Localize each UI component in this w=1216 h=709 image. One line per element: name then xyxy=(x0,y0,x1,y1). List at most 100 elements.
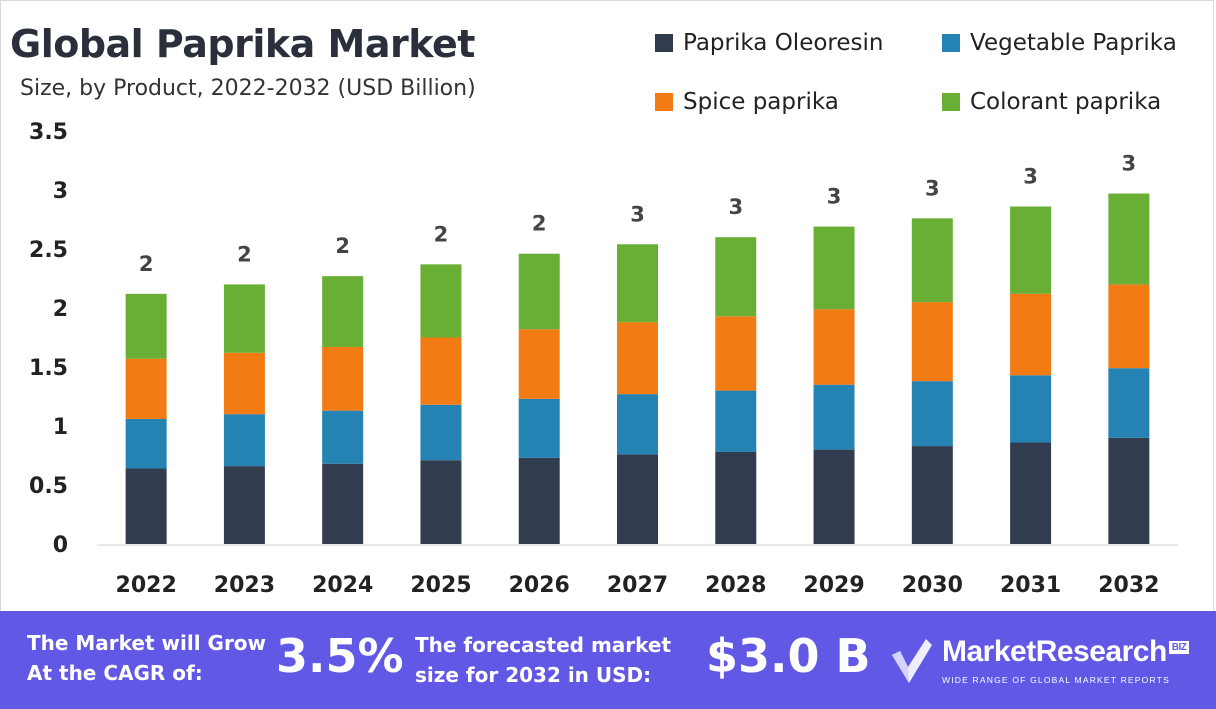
bar-total-label: 2 xyxy=(237,242,252,266)
y-tick-label: 2.5 xyxy=(29,238,68,263)
legend-swatch-vegetable-paprika xyxy=(942,34,960,52)
bar-segment-spice-paprika xyxy=(715,316,757,391)
legend-item-spice-paprika: Spice paprika xyxy=(655,89,839,115)
y-tick-label: 0.5 xyxy=(29,474,68,499)
x-tick-label: 2032 xyxy=(1098,573,1159,598)
bar-segment-vegetable-paprika xyxy=(715,390,757,452)
bar-segment-colorant-paprika xyxy=(813,226,855,310)
brand-badge: BIZ xyxy=(1168,641,1190,654)
bar-segment-vegetable-paprika xyxy=(125,418,167,469)
bar-segment-colorant-paprika xyxy=(518,253,560,330)
x-tick-label: 2022 xyxy=(116,573,177,598)
x-tick-label: 2023 xyxy=(214,573,275,598)
x-tick-label: 2027 xyxy=(607,573,668,598)
bar-segment-vegetable-paprika xyxy=(617,394,658,455)
bar-total-label: 3 xyxy=(630,202,645,226)
legend-label-paprika-oleoresin: Paprika Oleoresin xyxy=(683,30,884,56)
bar-total-label: 2 xyxy=(532,212,547,236)
bar-segment-spice-paprika xyxy=(223,352,265,415)
bar-segment-paprika-oleoresin xyxy=(813,449,855,544)
cagr-value: 3.5% xyxy=(276,629,404,683)
bar-segment-spice-paprika xyxy=(1010,293,1052,376)
chart-title: Global Paprika Market xyxy=(10,22,475,66)
forecast-label-line2: size for 2032 in USD: xyxy=(415,663,652,687)
bar-segment-paprika-oleoresin xyxy=(322,463,364,544)
bar-segment-vegetable-paprika xyxy=(813,384,855,450)
brand-check-icon xyxy=(892,639,932,683)
bar-segment-paprika-oleoresin xyxy=(1108,437,1150,544)
bar-segment-colorant-paprika xyxy=(125,293,167,359)
y-tick-label: 3 xyxy=(53,179,68,204)
bar-segment-vegetable-paprika xyxy=(518,398,560,458)
footer-banner: The Market will Grow At the CAGR of: 3.5… xyxy=(0,611,1216,709)
bar-segment-spice-paprika xyxy=(125,358,167,419)
bar-segment-spice-paprika xyxy=(322,346,364,411)
brand-tagline: WIDE RANGE OF GLOBAL MARKET REPORTS xyxy=(942,675,1170,685)
bar-total-label: 2 xyxy=(139,252,154,276)
chart-subtitle: Size, by Product, 2022-2032 (USD Billion… xyxy=(20,76,476,101)
x-tick-label: 2030 xyxy=(902,573,963,598)
x-tick-label: 2031 xyxy=(1000,573,1061,598)
y-tick-label: 2 xyxy=(53,297,68,322)
bar-total-label: 3 xyxy=(728,195,743,219)
legend-swatch-colorant-paprika xyxy=(942,93,960,111)
x-tick-label: 2026 xyxy=(509,573,570,598)
legend-item-colorant-paprika: Colorant paprika xyxy=(942,89,1161,115)
legend-label-vegetable-paprika: Vegetable Paprika xyxy=(970,30,1177,56)
stacked-bar-chart: 0 0.5 1 1.5 2 2.5 3 3.5 2 2022 2 2023 2 2024 2 2025 2 202… xyxy=(29,120,1178,598)
cagr-label-line1: The Market will Grow xyxy=(27,631,267,655)
bar-segment-paprika-oleoresin xyxy=(617,454,658,544)
y-tick-label: 0 xyxy=(53,533,68,558)
bar-segment-paprika-oleoresin xyxy=(911,446,953,544)
bar-segment-spice-paprika xyxy=(518,329,560,399)
bar-segment-colorant-paprika xyxy=(420,264,462,338)
brand-name: MarketResearch BIZ xyxy=(942,635,1190,669)
bar-segment-colorant-paprika xyxy=(617,244,658,323)
legend-label-colorant-paprika: Colorant paprika xyxy=(970,89,1162,115)
bar-total-label: 3 xyxy=(1122,152,1137,176)
brand-name-text: MarketResearch xyxy=(942,635,1167,668)
x-tick-label: 2029 xyxy=(803,573,864,598)
forecast-value: $3.0 B xyxy=(706,629,871,683)
bar-segment-colorant-paprika xyxy=(1108,193,1150,285)
x-tick-label: 2024 xyxy=(312,573,373,598)
legend-swatch-paprika-oleoresin xyxy=(655,34,673,52)
bar-segment-vegetable-paprika xyxy=(1010,375,1052,443)
bar-segment-colorant-paprika xyxy=(223,284,265,353)
bar-segment-paprika-oleoresin xyxy=(715,451,757,544)
bar-segment-colorant-paprika xyxy=(715,237,757,317)
bar-total-label: 3 xyxy=(827,185,842,209)
y-tick-label: 1.5 xyxy=(29,356,68,381)
bar-total-label: 3 xyxy=(925,176,940,200)
bar-segment-vegetable-paprika xyxy=(911,381,953,447)
bar-segment-spice-paprika xyxy=(420,337,462,405)
cagr-label-line2: At the CAGR of: xyxy=(27,661,203,685)
bar-segment-vegetable-paprika xyxy=(420,404,462,461)
bar-segment-spice-paprika xyxy=(813,309,855,385)
legend-label-spice-paprika: Spice paprika xyxy=(683,89,839,115)
bar-total-label: 2 xyxy=(434,222,449,246)
bar-segment-paprika-oleoresin xyxy=(518,457,560,544)
y-tick-label: 1 xyxy=(53,415,68,440)
cagr-label: The Market will Grow At the CAGR of: xyxy=(27,628,266,688)
legend-item-paprika-oleoresin: Paprika Oleoresin xyxy=(655,30,883,56)
bar-segment-paprika-oleoresin xyxy=(125,468,167,544)
bar-segment-colorant-paprika xyxy=(322,276,364,347)
forecast-label: The forecasted market size for 2032 in U… xyxy=(415,630,671,690)
bar-segment-colorant-paprika xyxy=(911,218,953,303)
bar-segment-paprika-oleoresin xyxy=(1010,442,1052,544)
bar-total-label: 2 xyxy=(335,234,350,258)
bar-segment-paprika-oleoresin xyxy=(223,466,265,544)
y-tick-label: 3.5 xyxy=(29,120,68,145)
bar-segment-spice-paprika xyxy=(617,322,658,395)
bar-total-label: 3 xyxy=(1023,165,1038,189)
bar-segment-vegetable-paprika xyxy=(322,410,364,464)
chart-legend: Paprika Oleoresin Vegetable Paprika Spic… xyxy=(655,30,1215,130)
bar-segment-spice-paprika xyxy=(1108,284,1150,369)
bar-segment-vegetable-paprika xyxy=(1108,368,1150,438)
bar-segment-paprika-oleoresin xyxy=(420,460,462,544)
legend-item-vegetable-paprika: Vegetable Paprika xyxy=(942,30,1177,56)
bar-segment-vegetable-paprika xyxy=(223,414,265,467)
forecast-label-line1: The forecasted market xyxy=(415,633,672,657)
x-tick-label: 2028 xyxy=(705,573,766,598)
